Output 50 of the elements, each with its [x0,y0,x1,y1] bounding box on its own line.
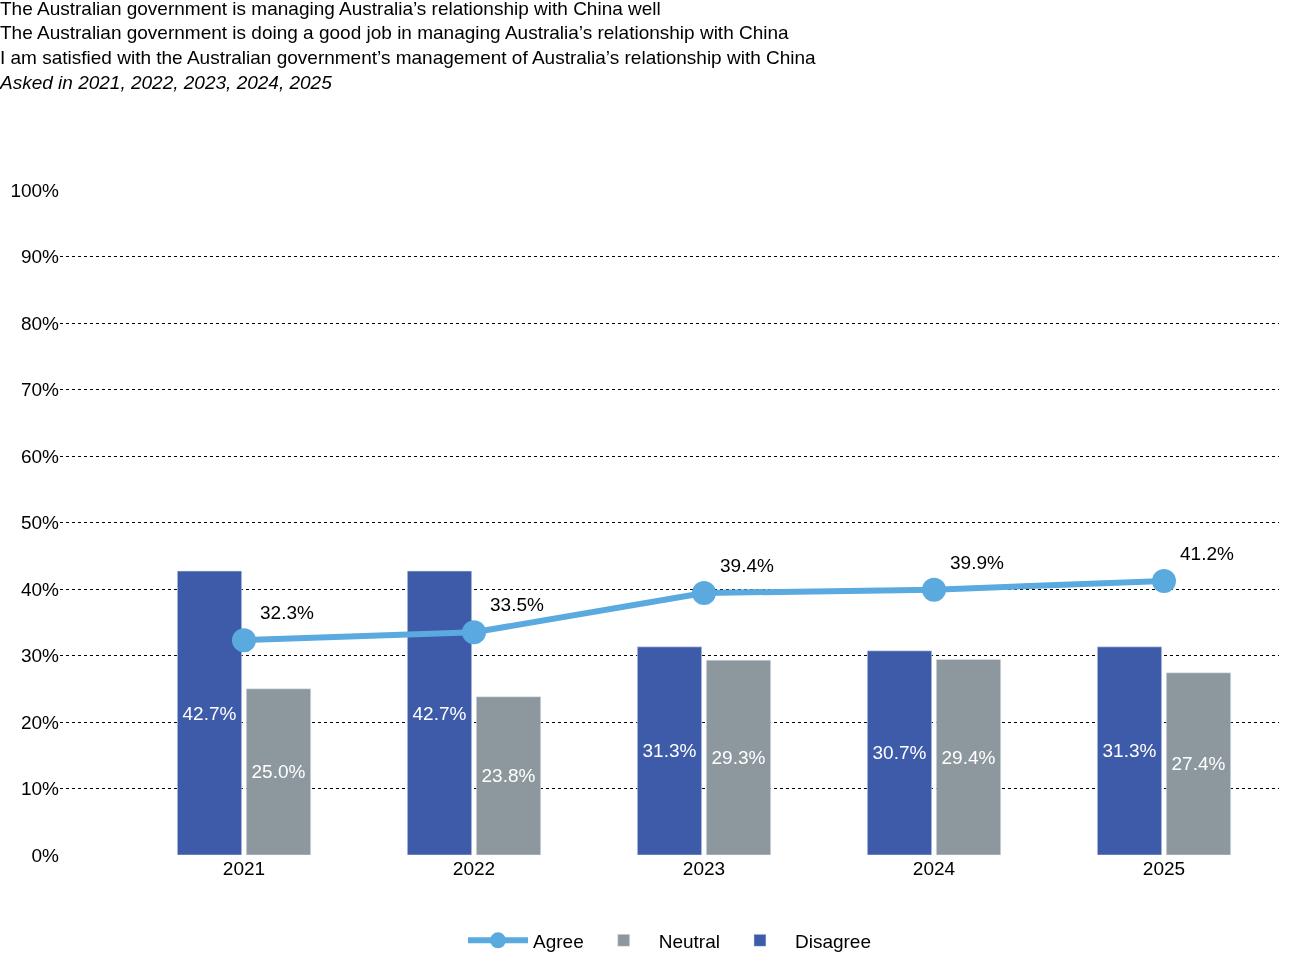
y-tick-label: 40% [20,578,60,600]
bar [1166,672,1231,855]
y-tick-label: 100% [10,179,60,201]
bar [407,570,472,855]
data-label: 29.3% [711,747,766,769]
data-label: 41.2% [1180,543,1234,565]
bar [177,570,242,855]
legend-label: Neutral [658,930,720,952]
data-label: 30.7% [872,742,927,764]
point [462,620,486,645]
y-tick-label: 90% [20,246,60,268]
data-label: 23.8% [481,765,536,787]
x-tick-label: 2024 [912,858,956,879]
bar [476,696,541,855]
point [922,577,946,602]
x-tick-label: 2021 [222,858,266,879]
point [692,580,716,605]
bar [637,646,702,855]
y-tick-label: 30% [20,645,60,667]
data-label: 31.3% [1102,740,1157,762]
chart-title: The Australian government is managing Australia’s relationship with China well The Australian government is doing a good job in managing Australia’s relationship with China I am satisfied with the Australian government’s management of Australia’s relationship with China [0,0,817,68]
y-tick-label: 70% [20,379,60,401]
bar [867,650,932,855]
data-label: 39.4% [720,555,774,577]
y-tick-label: 60% [20,445,60,467]
bar [706,659,771,855]
x-tick-label: 2022 [452,858,496,879]
legend-label: Disagree [794,930,871,952]
data-label: 42.7% [182,702,237,724]
legend-label: Agree [533,930,584,952]
data-label: 25.0% [251,761,306,783]
y-tick-label: 0% [31,844,60,866]
x-tick-label: 2023 [682,858,726,879]
data-label: 32.3% [260,602,314,624]
point [1152,569,1176,594]
x-tick-label: 2025 [1142,858,1186,879]
data-label: 33.5% [490,594,544,616]
bar [936,659,1001,855]
data-label: 39.9% [950,551,1004,573]
data-label: 27.4% [1171,753,1226,775]
data-label: 31.3% [642,740,697,762]
data-label: 29.4% [941,746,996,768]
bar [1097,646,1162,855]
point [232,628,256,653]
y-tick-label: 10% [20,778,60,800]
y-tick-label: 50% [20,512,60,534]
data-label: 42.7% [412,702,467,724]
y-tick-label: 20% [20,711,60,733]
y-tick-label: 80% [20,312,60,334]
bar [246,688,311,855]
